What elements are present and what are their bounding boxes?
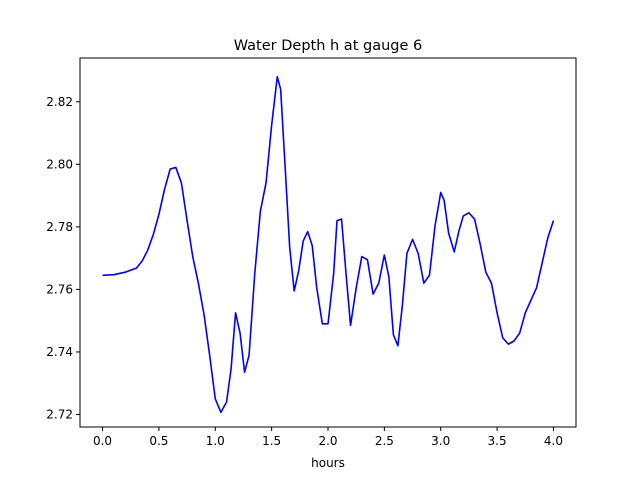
plot-area xyxy=(102,75,555,414)
x-tick-label: 1.0 xyxy=(206,434,225,448)
y-axis: 2.72 2.74 2.76 2.78 2.80 2.82 xyxy=(46,95,80,421)
x-tick-label: 1.5 xyxy=(262,434,281,448)
axes-frame xyxy=(79,57,577,428)
x-tick-label: 2.5 xyxy=(375,434,394,448)
x-tick-label: 0.0 xyxy=(93,434,112,448)
y-tick-label: 2.78 xyxy=(46,220,73,234)
x-tick-label: 3.5 xyxy=(488,434,507,448)
x-axis: 0.0 0.5 1.0 1.5 2.0 2.5 3.0 3.5 4.0 xyxy=(93,427,563,448)
x-tick-label: 4.0 xyxy=(544,434,563,448)
y-tick-label: 2.74 xyxy=(46,345,73,359)
y-tick-label: 2.82 xyxy=(46,95,73,109)
y-tick-label: 2.76 xyxy=(46,282,73,296)
x-axis-label: hours xyxy=(311,456,345,470)
series-line-0 xyxy=(102,75,555,414)
y-tick-label: 2.80 xyxy=(46,157,73,171)
x-tick-label: 2.0 xyxy=(318,434,337,448)
x-tick-label: 3.0 xyxy=(431,434,450,448)
x-tick-label: 0.5 xyxy=(149,434,168,448)
chart-title: Water Depth h at gauge 6 xyxy=(234,38,422,54)
y-tick-label: 2.72 xyxy=(46,407,73,421)
